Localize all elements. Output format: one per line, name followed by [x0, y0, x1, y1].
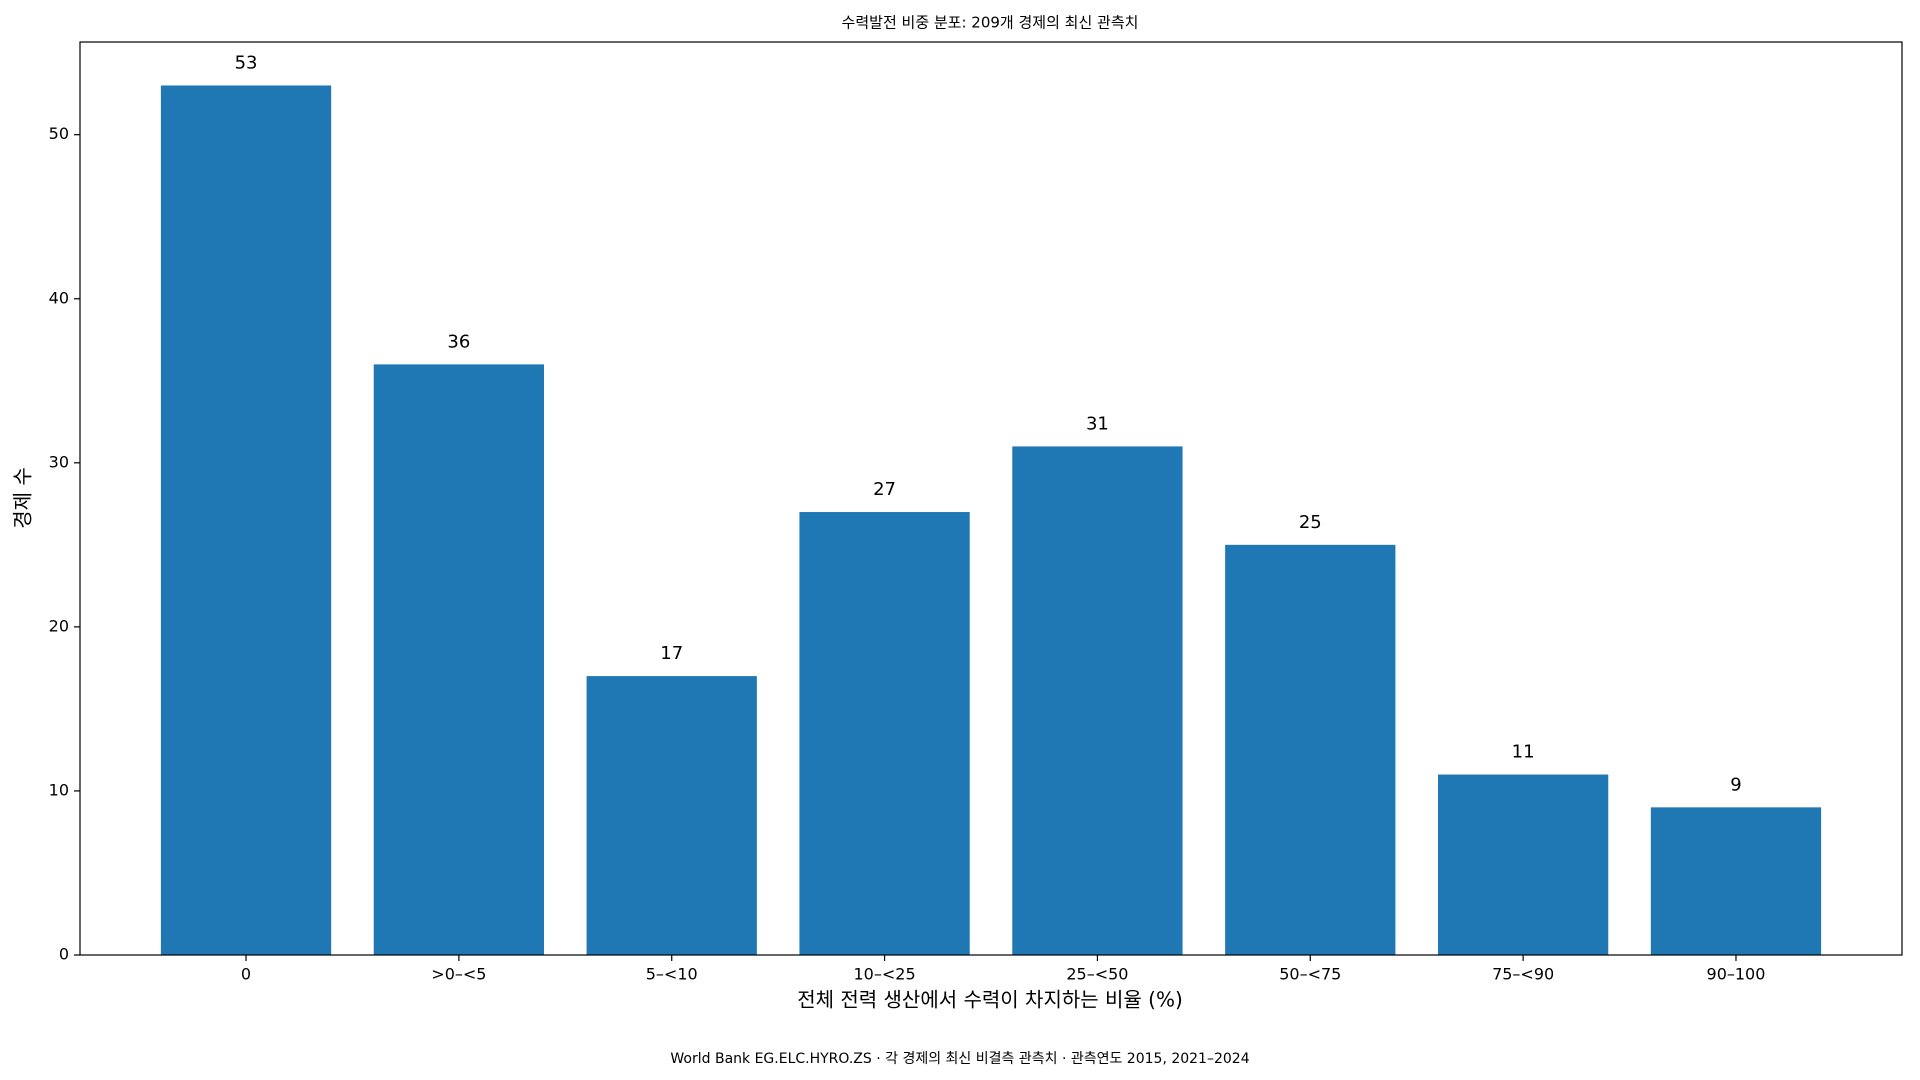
bar — [1012, 446, 1183, 955]
bar — [1437, 774, 1609, 955]
chart-title: 수력발전 비중 분포: 209개 경제의 최신 관측치 — [842, 14, 1139, 32]
bar — [160, 85, 332, 955]
bar — [799, 512, 970, 955]
value-label: 31 — [1086, 413, 1109, 434]
y-tick-label: 40 — [49, 288, 69, 307]
bar — [1650, 807, 1822, 955]
bar — [373, 364, 545, 955]
value-label: 53 — [235, 52, 258, 73]
y-tick-label: 50 — [49, 124, 69, 143]
y-tick-label: 10 — [49, 780, 69, 799]
bar — [1225, 544, 1396, 955]
value-label: 25 — [1299, 512, 1322, 533]
x-tick-label: 0 — [241, 965, 251, 984]
bar — [586, 676, 757, 955]
x-axis-label: 전체 전력 생산에서 수력이 차지하는 비율 (%) — [797, 988, 1183, 1012]
x-tick-label: 90–100 — [1707, 965, 1766, 984]
x-tick-label: 25–<50 — [1066, 965, 1128, 984]
value-label: 11 — [1512, 742, 1535, 763]
x-tick-label: 50–<75 — [1279, 965, 1341, 984]
value-label: 27 — [873, 479, 896, 500]
y-tick-label: 30 — [49, 452, 69, 471]
y-axis-label: 경제 수 — [11, 467, 35, 529]
value-label: 17 — [660, 643, 683, 664]
value-label: 36 — [447, 331, 470, 352]
plot-frame — [79, 41, 1903, 956]
caption: World Bank EG.ELC.HYRO.ZS · 각 경제의 최신 비결측… — [670, 1051, 1249, 1067]
x-tick-label: >0–<5 — [431, 965, 486, 984]
x-tick-label: 10–<25 — [854, 965, 916, 984]
y-tick-label: 0 — [59, 945, 69, 964]
value-label: 9 — [1730, 774, 1741, 795]
y-tick-label: 20 — [49, 616, 69, 635]
x-tick-label: 5–<10 — [646, 965, 698, 984]
x-tick-label: 75–<90 — [1492, 965, 1554, 984]
